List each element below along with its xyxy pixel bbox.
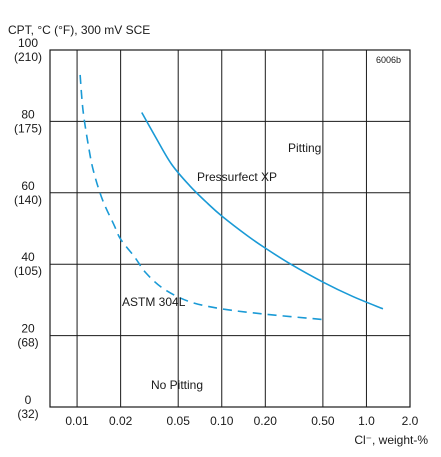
plot-frame [49,49,411,408]
x-tick-label: 0.01 [65,414,89,428]
y-tick-label: 60 [21,179,35,193]
y-tick-label: 20 [21,322,35,336]
x-tick-label: 0.02 [109,414,133,428]
grid [50,50,410,407]
y-tick-label: 100 [18,36,38,50]
figure-id: 6006b [376,55,401,65]
x-tick-label: 0.10 [210,414,234,428]
x-axis-title: Cl⁻, weight-% [354,433,428,447]
y-tick-label-fahrenheit: (140) [14,193,42,207]
series-label-pressurfect-xp: Pressurfect XP [197,170,277,184]
y-tick-label: 80 [21,107,35,121]
y-tick-labels: 0(32) 20(68) 40(105) 60(140) 80(175) 100(210) [14,36,42,421]
y-tick-label-fahrenheit: (105) [14,264,42,278]
y-tick-label-fahrenheit: (210) [14,50,42,64]
x-tick-label: 0.50 [311,414,335,428]
x-tick-labels: 0.01 0.02 0.05 0.10 0.20 0.50 1.0 2.0 [65,414,418,428]
series-line-astm-304l [79,74,323,321]
annotation-no-pitting: No Pitting [151,378,203,392]
series-label-astm-304l: ASTM 304L [122,295,186,309]
x-tick-label: 0.20 [254,414,278,428]
annotation-pitting: Pitting [288,141,321,155]
series-line-pressurfect-xp [141,112,384,310]
x-tick-label: 0.05 [167,414,191,428]
y-tick-label-fahrenheit: (175) [14,121,42,135]
y-tick-label-fahrenheit: (32) [17,407,38,421]
y-tick-label-fahrenheit: (68) [17,336,38,350]
x-tick-label: 1.0 [358,414,375,428]
series-layer [79,74,384,321]
x-tick-label: 2.0 [402,414,419,428]
y-tick-label: 0 [25,393,32,407]
y-axis-title: CPT, °C (°F), 300 mV SCE [8,23,150,37]
y-tick-label: 40 [21,250,35,264]
